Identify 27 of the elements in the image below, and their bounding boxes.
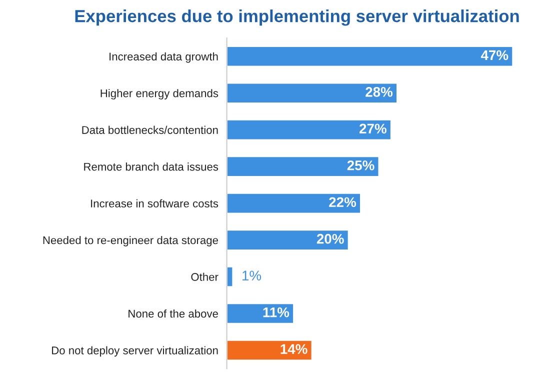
data-label: 25% bbox=[347, 160, 374, 170]
data-label: 22% bbox=[329, 197, 356, 207]
y-tick-label: Higher energy demands bbox=[100, 89, 218, 100]
bar bbox=[226, 302, 294, 324]
bar bbox=[226, 82, 398, 104]
data-label: 47% bbox=[480, 50, 508, 60]
y-tick-label: Do not deploy server virtualization bbox=[52, 346, 218, 357]
bar bbox=[226, 339, 313, 362]
bar bbox=[226, 156, 380, 178]
bar bbox=[226, 229, 350, 251]
data-label: 14% bbox=[280, 344, 308, 354]
data-label: 20% bbox=[316, 234, 344, 244]
data-label: 11% bbox=[263, 307, 290, 318]
data-label: 27% bbox=[360, 124, 386, 134]
chart-title: Experiences due to implementing server virtualization bbox=[75, 10, 519, 26]
data-label: 28% bbox=[366, 86, 393, 97]
bar bbox=[226, 46, 514, 68]
y-tick-label: Needed to re-engineer data storage bbox=[43, 236, 218, 246]
y-tick-label: None of the above bbox=[128, 309, 218, 318]
data-label: 1% bbox=[242, 270, 262, 280]
y-tick-label: Increase in software costs bbox=[91, 199, 218, 208]
y-tick-label: Data bottlenecks/contention bbox=[82, 126, 218, 134]
y-tick-label: Remote branch data issues bbox=[84, 162, 218, 171]
y-tick-label: Increased data growth bbox=[110, 52, 218, 63]
bar bbox=[226, 192, 362, 214]
y-tick-label: Other bbox=[191, 272, 218, 281]
bar bbox=[226, 119, 392, 141]
